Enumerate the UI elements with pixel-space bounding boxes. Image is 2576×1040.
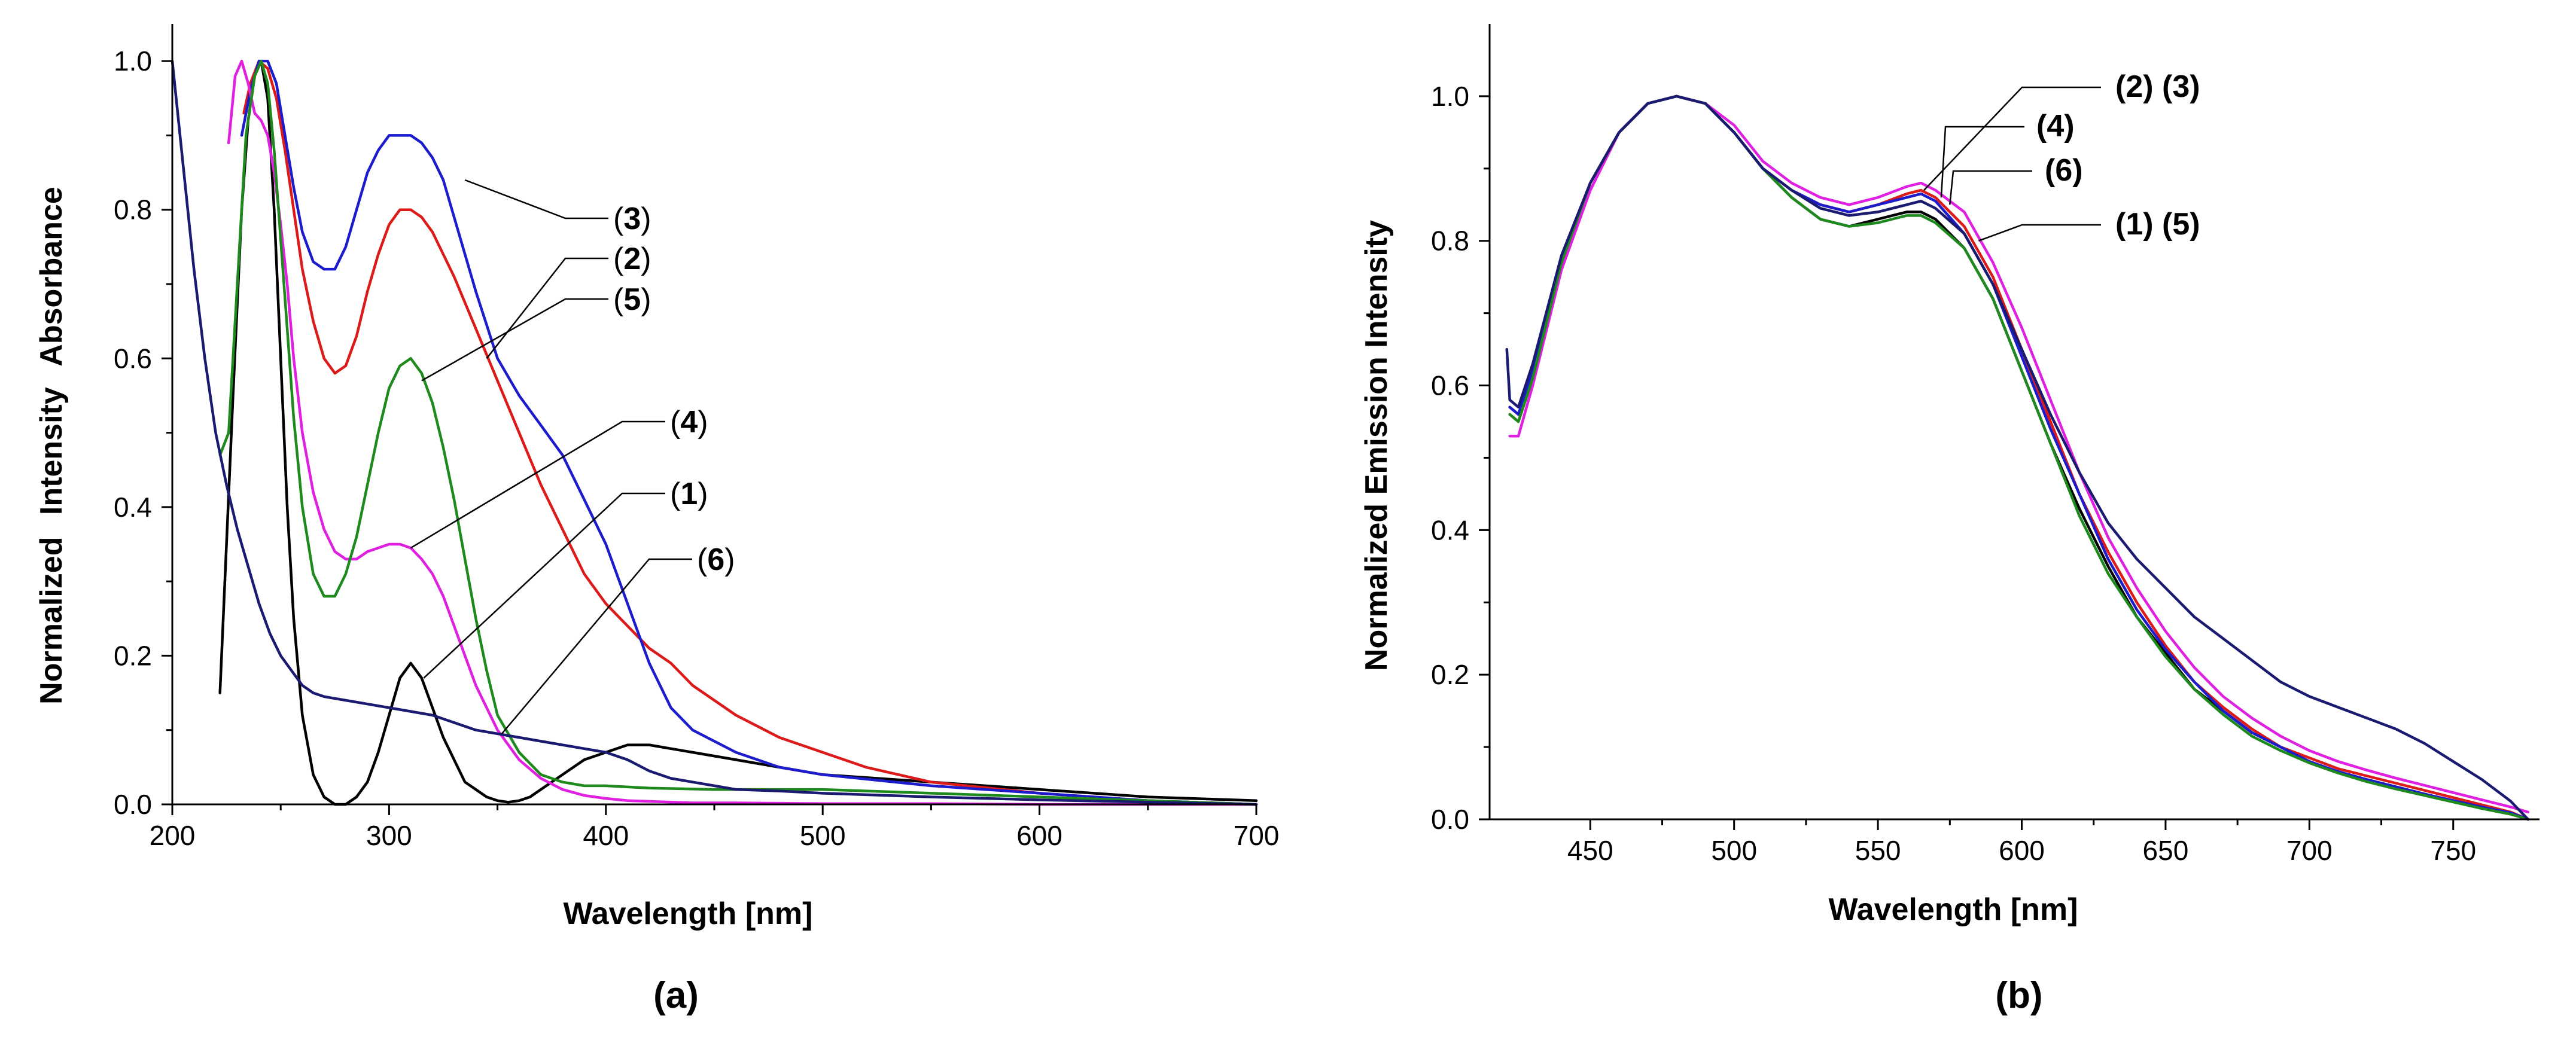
chart-panel-b: 450 500 550 600 650 700 7500.00.20.40.60.81.0 …: [1359, 24, 2540, 1016]
panel-a-label-paren-open: (: [613, 242, 624, 276]
panel-b-series-label-2-3: (2) (3): [2115, 69, 2200, 104]
panel-a-label-paren-open: (: [613, 202, 624, 236]
panel-b-label-leaders: [1923, 86, 2101, 242]
panel-b-y-tick-label: 0.4: [1431, 514, 1469, 545]
panel-a-series-line-2: [242, 59, 1258, 806]
panel-a-label-paren-open: (: [670, 477, 681, 511]
panel-a-label-number: 2: [623, 242, 641, 276]
panel-b-series-labels: (2) (3) (4) (6) (1) (5): [2036, 69, 2200, 242]
panel-b-series-label-6: (6): [2045, 153, 2083, 188]
panel-a-label-paren-open: (: [613, 282, 624, 317]
panel-b-x-tick-label: 450: [1567, 835, 1613, 866]
panel-b-leader-2-3: [1923, 86, 2101, 191]
panel-b-series-label-4: (4): [2036, 109, 2075, 144]
panel-a-label-paren-close: ): [641, 242, 651, 276]
panel-a-series-label-6: (6): [697, 542, 735, 577]
panel-a-y-title-part-3: Absorbance: [34, 187, 69, 367]
panel-b-leader-1-5: [1978, 224, 2101, 242]
panel-a-label-paren-close: ): [641, 202, 651, 236]
panel-a-y-tick-label: 0.2: [114, 640, 152, 671]
panel-a-series-label-5: (5): [613, 282, 651, 317]
panel-b-label: (b): [1995, 975, 2042, 1016]
panel-a-series-label-1: (1): [670, 477, 708, 511]
panel-a-leader-6: [501, 558, 692, 734]
panel-a-x-tick-label: 400: [583, 820, 629, 851]
panel-a-series-label-2: (2): [613, 242, 651, 276]
panel-b-x-tick-label: 500: [1711, 835, 1757, 866]
panel-b-series-label-1-5: (1) (5): [2115, 207, 2200, 242]
panel-a-axes: [162, 24, 1257, 815]
panel-a-x-axis-title: Wavelength [nm]: [564, 896, 813, 931]
panel-a-y-tick-label: 0.0: [114, 789, 152, 820]
panel-a-series-curves: [170, 59, 1258, 806]
panel-a-series-label-4: (4): [670, 405, 708, 440]
panel-a-series-label-3: (3): [613, 202, 651, 236]
panel-a-x-tick-label: 300: [366, 820, 412, 851]
panel-b-series-curves: [1505, 94, 2530, 821]
panel-a-y-tick-label: 1.0: [114, 45, 152, 77]
panel-a-label-number: 6: [707, 542, 724, 577]
panel-b-y-tick-label: 0.6: [1431, 370, 1469, 401]
panel-b-y-tick-label: 0.8: [1431, 225, 1469, 257]
panel-a-label-number: 1: [680, 477, 698, 511]
panel-b-y-tick-label: 0.0: [1431, 804, 1469, 835]
panel-a-leader-5: [421, 298, 608, 382]
panel-b-x-tick-label: 700: [2286, 835, 2333, 866]
panel-b-x-tick-label: 600: [1999, 835, 2045, 866]
panel-b-x-tick-label: 750: [2430, 835, 2476, 866]
panel-a-x-tick-label: 700: [1234, 820, 1280, 851]
panel-a-label-paren-close: ): [641, 282, 651, 317]
panel-a-label: (a): [653, 975, 699, 1016]
panel-b-axes: [1479, 24, 2540, 830]
panel-b-x-axis-title: Wavelength [nm]: [1829, 892, 2078, 927]
panel-b-y-axis-title: Normalized Emission Intensity: [1359, 220, 1394, 671]
panel-a-series-labels: (3)(2)(5)(4)(1)(6): [613, 202, 735, 577]
panel-a-series-line-3: [240, 59, 1258, 806]
panel-a-series-line-1: [218, 59, 1258, 806]
panel-b-y-tick-label: 0.2: [1431, 659, 1469, 690]
panel-a-label-leaders: [410, 179, 692, 734]
panel-a-y-axis-title: Normalized Intensity Absorbance: [34, 187, 69, 704]
panel-b-tick-labels: 450 500 550 600 650 700 750 0.0 0.2 0.4 0.6 0.8 1.0: [1431, 81, 2476, 866]
panel-a-y-title-part-2: Intensity: [34, 387, 69, 515]
panel-a-label-paren-close: ): [698, 405, 708, 440]
panel-a-series-line-5: [218, 59, 1258, 806]
chart-panel-a: 200 300 400 500 600 700 0.0 0.2 0.4 0.6 0.8 1.0 (3)…: [34, 24, 1279, 1016]
panel-a-y-tick-label: 0.6: [114, 343, 152, 374]
panel-a-y-title-part-1: Normalized: [34, 537, 69, 704]
panel-a-label-paren-close: ): [698, 477, 708, 511]
panel-b-y-tick-label: 1.0: [1431, 81, 1469, 112]
panel-a-label-number: 5: [623, 282, 641, 317]
panel-b-series-line-6: [1505, 94, 2530, 821]
panel-b-x-tick-label: 650: [2143, 835, 2189, 866]
panel-a-y-tick-label: 0.4: [114, 492, 152, 523]
panel-a-leader-1: [423, 492, 665, 679]
panel-a-x-tick-label: 600: [1016, 820, 1062, 851]
panel-b-leader-4: [1940, 126, 2024, 198]
panel-b-leader-6: [1949, 170, 2032, 205]
panel-a-label-paren-close: ): [724, 542, 735, 577]
panel-a-y-tick-label: 0.8: [114, 194, 152, 225]
panel-a-x-tick-label: 500: [800, 820, 846, 851]
panel-a-x-tick-label: 200: [150, 820, 196, 851]
panel-a-label-paren-open: (: [697, 542, 708, 577]
panel-a-tick-labels: 200 300 400 500 600 700 0.0 0.2 0.4 0.6 0.8 1.0: [114, 45, 1279, 851]
panel-b-x-tick-label: 550: [1855, 835, 1901, 866]
panel-a-leader-4: [410, 420, 665, 549]
panel-a-leader-2: [486, 257, 608, 359]
panel-a-series-line-6: [170, 59, 1258, 806]
panel-a-label-number: 4: [680, 405, 698, 440]
panel-a-label-number: 3: [623, 202, 641, 236]
panel-a-label-paren-open: (: [670, 405, 681, 440]
panel-a-leader-3: [464, 179, 608, 219]
